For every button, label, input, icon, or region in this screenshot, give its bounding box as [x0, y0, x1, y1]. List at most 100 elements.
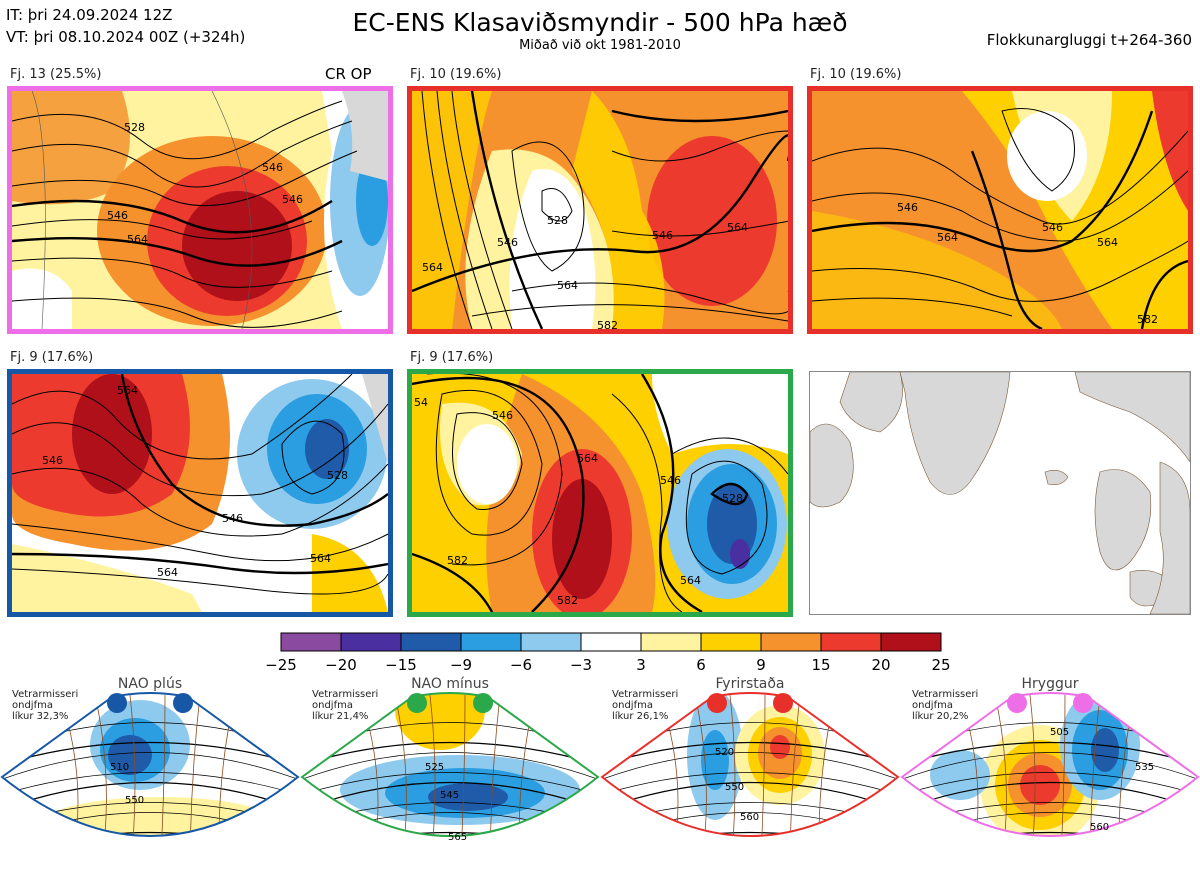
- colorbar-tick-label: −20: [325, 656, 357, 674]
- regime-panel: 510 550 NAO plús Vetrarmisseri ondjfma líkur …: [0, 675, 300, 871]
- regime-note-line: Vetrarmisseri: [312, 689, 379, 700]
- contour-label: 546: [42, 454, 63, 467]
- contour-label: 546: [660, 474, 681, 487]
- regime-fan-outline: [0, 692, 300, 837]
- contour-label: 564: [422, 261, 443, 274]
- cluster-label-1: Fj. 13 (25.5%): [10, 67, 102, 82]
- contour-label: 546: [262, 161, 283, 174]
- colorbar: [280, 632, 942, 652]
- regime-marker-dot: [107, 693, 127, 713]
- regime-note-line: líkur 26,1%: [612, 711, 669, 722]
- regime-fan-outline: [600, 692, 900, 837]
- regime-contour-label: 560: [740, 812, 759, 823]
- regime-name: NAO mínus: [411, 676, 489, 692]
- colorbar-swatch: [760, 632, 822, 652]
- regime-contour-label: 505: [1050, 727, 1069, 738]
- contour-label: 546: [652, 229, 673, 242]
- colorbar-tick-label: 9: [756, 656, 766, 674]
- valid-time: VT: þri 08.10.2024 00Z (+324h): [6, 28, 246, 46]
- regime-note: Vetrarmisseri ondjfma líkur 20,2%: [912, 689, 978, 722]
- regime-contour-label: 550: [725, 782, 744, 793]
- regime-name: NAO plús: [117, 676, 183, 692]
- page-subtitle: Miðað við okt 1981-2010: [519, 38, 681, 53]
- contour-label: 564: [117, 384, 138, 397]
- regime-marker-dot: [473, 693, 493, 713]
- cluster-label-4: Fj. 9 (17.6%): [10, 350, 94, 365]
- regime-name: Hryggur: [1021, 676, 1079, 692]
- contour-label: 546: [107, 209, 128, 222]
- cluster-map-3: 546 546 564 564 582: [807, 86, 1193, 334]
- contour-label: 546: [492, 409, 513, 422]
- regime-note-line: ondjfma: [612, 700, 653, 711]
- regime-note-line: líkur 21,4%: [312, 711, 369, 722]
- cluster-map-5: 54 546 564 546 528 582 564 582: [407, 369, 793, 617]
- issue-time: IT: þri 24.09.2024 12Z: [6, 6, 173, 24]
- contour-label: 564: [727, 221, 748, 234]
- contour-label: 582: [1137, 313, 1158, 326]
- contour-label: 546: [897, 201, 918, 214]
- contour-label: 546: [282, 193, 303, 206]
- contour-label: 546: [222, 512, 243, 525]
- regime-marker-dot: [773, 693, 793, 713]
- colorbar-tick-label: −3: [569, 656, 593, 674]
- regime-panel: 525 545 565 NAO mínus Vetrarmisseri ondjfma lí…: [300, 675, 600, 871]
- regime-note-line: Vetrarmisseri: [612, 689, 679, 700]
- contour-label: 582: [597, 319, 618, 329]
- regime-note-line: ondjfma: [312, 700, 353, 711]
- regime-note: Vetrarmisseri ondjfma líkur 32,3%: [12, 689, 78, 722]
- cluster-1-cr-op: CR OP: [325, 65, 372, 83]
- contour-label: 528: [722, 492, 743, 505]
- contour-label: 564: [557, 279, 578, 292]
- regime-note-line: líkur 32,3%: [12, 711, 69, 722]
- regime-note-line: Vetrarmisseri: [12, 689, 79, 700]
- colorbar-tick-label: 20: [871, 656, 891, 674]
- regime-fan-outline: [900, 692, 1200, 837]
- regime-contour-label: 525: [425, 762, 444, 773]
- colorbar-tick-label: −15: [385, 656, 417, 674]
- colorbar-tick-label: −25: [265, 656, 297, 674]
- contour-label: 564: [937, 231, 958, 244]
- regime-note: Vetrarmisseri ondjfma líkur 21,4%: [312, 689, 378, 722]
- cluster-map-4: 564 546 528 546 564 564: [7, 369, 393, 617]
- regime-contour-label: 535: [1135, 762, 1154, 773]
- regime-marker-dot: [1007, 693, 1027, 713]
- colorbar-tick-label: −6: [509, 656, 533, 674]
- regime-contour-label: 510: [110, 762, 129, 773]
- regime-contour-label: 565: [448, 832, 467, 843]
- contour-label: 582: [447, 554, 468, 567]
- contour-label: 528: [124, 121, 145, 134]
- issue-time-block: IT: þri 24.09.2024 12Z VT: þri 08.10.202…: [6, 4, 245, 48]
- contour-label: 528: [547, 214, 568, 227]
- contour-label: 582: [557, 594, 578, 607]
- colorbar-tick-label: 25: [931, 656, 951, 674]
- contour-label: 564: [577, 452, 598, 465]
- contour-label: 564: [157, 566, 178, 579]
- regime-note-line: líkur 20,2%: [912, 711, 969, 722]
- contour-label: 546: [1042, 221, 1063, 234]
- regime-marker-dot: [407, 693, 427, 713]
- colorbar-tick-label: 6: [696, 656, 706, 674]
- cluster-label-2: Fj. 10 (19.6%): [410, 67, 502, 82]
- regime-contour-label: 560: [1090, 822, 1109, 833]
- cluster-map-1: 528 546 546 564 546: [7, 86, 393, 334]
- contour-label: 564: [310, 552, 331, 565]
- regime-marker-dot: [173, 693, 193, 713]
- contour-label: 564: [127, 233, 148, 246]
- regime-panel: 520 550 560 Fyrirstaða Vetrarmisseri ondjfma l…: [600, 675, 900, 871]
- colorbar-tick-label: −9: [449, 656, 473, 674]
- cluster-map-2: 528 546 546 564 564 564 582: [407, 86, 793, 334]
- colorbar-tick-label: 3: [636, 656, 646, 674]
- colorbar-swatch: [820, 632, 882, 652]
- regime-note-line: ondjfma: [12, 700, 53, 711]
- page-title: EC-ENS Klasaviðsmyndir - 500 hPa hæð: [352, 8, 848, 37]
- contour-label: 528: [327, 469, 348, 482]
- colorbar-swatch: [520, 632, 582, 652]
- contour-label: 564: [1097, 236, 1118, 249]
- colorbar-swatch: [880, 632, 942, 652]
- regime-marker-dot: [707, 693, 727, 713]
- cluster-label-5: Fj. 9 (17.6%): [410, 350, 494, 365]
- regime-name: Fyrirstaða: [715, 676, 785, 692]
- regime-contour-label: 545: [440, 790, 459, 801]
- contour-label: 564: [680, 574, 701, 587]
- regime-panel: 505 535 560 Hryggur Vetrarmisseri ondjfma líku…: [900, 675, 1200, 871]
